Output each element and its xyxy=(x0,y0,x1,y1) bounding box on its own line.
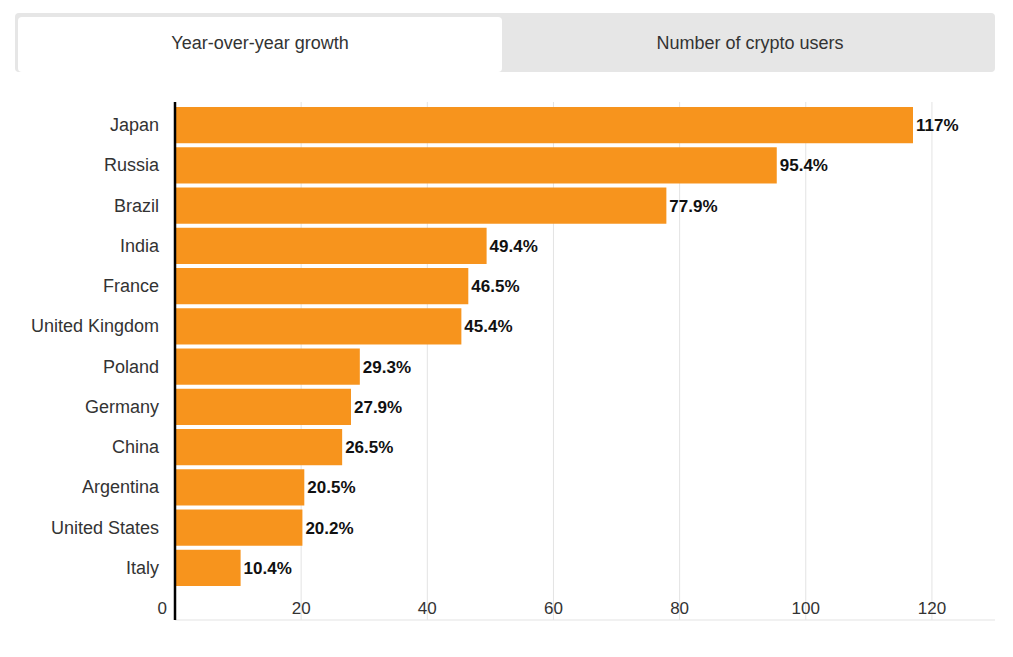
tick-label: 80 xyxy=(670,599,689,618)
data-label: 117% xyxy=(916,116,959,135)
category-label: France xyxy=(103,276,159,296)
category-label: Poland xyxy=(103,357,159,377)
bar xyxy=(175,188,666,224)
bar xyxy=(175,510,302,546)
category-label: United Kingdom xyxy=(31,316,159,336)
data-label: 29.3% xyxy=(363,358,411,377)
category-label: Italy xyxy=(126,558,159,578)
category-label: Argentina xyxy=(82,477,160,497)
grid-line xyxy=(931,102,932,620)
data-label: 26.5% xyxy=(345,438,393,457)
tick-label: 20 xyxy=(292,599,311,618)
data-label: 49.4% xyxy=(490,237,538,256)
bar xyxy=(175,228,487,264)
bar xyxy=(175,429,342,465)
data-label: 20.5% xyxy=(307,478,355,497)
bar xyxy=(175,389,351,425)
bar xyxy=(175,550,241,586)
bar xyxy=(175,469,304,505)
category-label: India xyxy=(120,236,160,256)
y-axis-line xyxy=(174,102,177,620)
data-label: 45.4% xyxy=(464,317,512,336)
tick-label: 120 xyxy=(918,599,946,618)
tabs: Year-over-year growth Number of crypto us… xyxy=(15,13,995,72)
tick-label: 60 xyxy=(544,599,563,618)
category-label: Brazil xyxy=(114,196,159,216)
data-label: 27.9% xyxy=(354,398,402,417)
tab-bar xyxy=(15,13,995,72)
bar xyxy=(175,107,913,143)
tick-label: 0 xyxy=(158,599,167,618)
x-axis-line xyxy=(175,620,995,621)
labels: 117% Japan 95.4% Russia 77.9% Brazil 49.4% Indi… xyxy=(31,115,959,578)
tick-label: 40 xyxy=(418,599,437,618)
bar xyxy=(175,147,777,183)
category-label: China xyxy=(112,437,160,457)
bar xyxy=(175,349,360,385)
chart-svg: Year-over-year growth Number of crypto us… xyxy=(0,0,1013,657)
bars xyxy=(175,107,913,586)
chart-root: Year-over-year growth Number of crypto us… xyxy=(0,0,1013,657)
category-label: Germany xyxy=(85,397,159,417)
data-label: 95.4% xyxy=(780,156,828,175)
data-label: 10.4% xyxy=(244,559,292,578)
category-label: United States xyxy=(51,518,159,538)
data-label: 46.5% xyxy=(471,277,519,296)
tick-label: 100 xyxy=(792,599,820,618)
category-label: Japan xyxy=(110,115,159,135)
bar xyxy=(175,268,468,304)
x-ticks: 0 20 40 60 80 100 120 xyxy=(158,599,947,618)
bar xyxy=(175,308,461,344)
tab-label[interactable]: Year-over-year growth xyxy=(171,33,348,53)
data-label: 20.2% xyxy=(305,519,353,538)
data-label: 77.9% xyxy=(669,197,717,216)
category-label: Russia xyxy=(104,155,160,175)
tab-label[interactable]: Number of crypto users xyxy=(656,33,843,53)
grid-line xyxy=(805,102,806,620)
tab-active[interactable] xyxy=(18,17,502,72)
